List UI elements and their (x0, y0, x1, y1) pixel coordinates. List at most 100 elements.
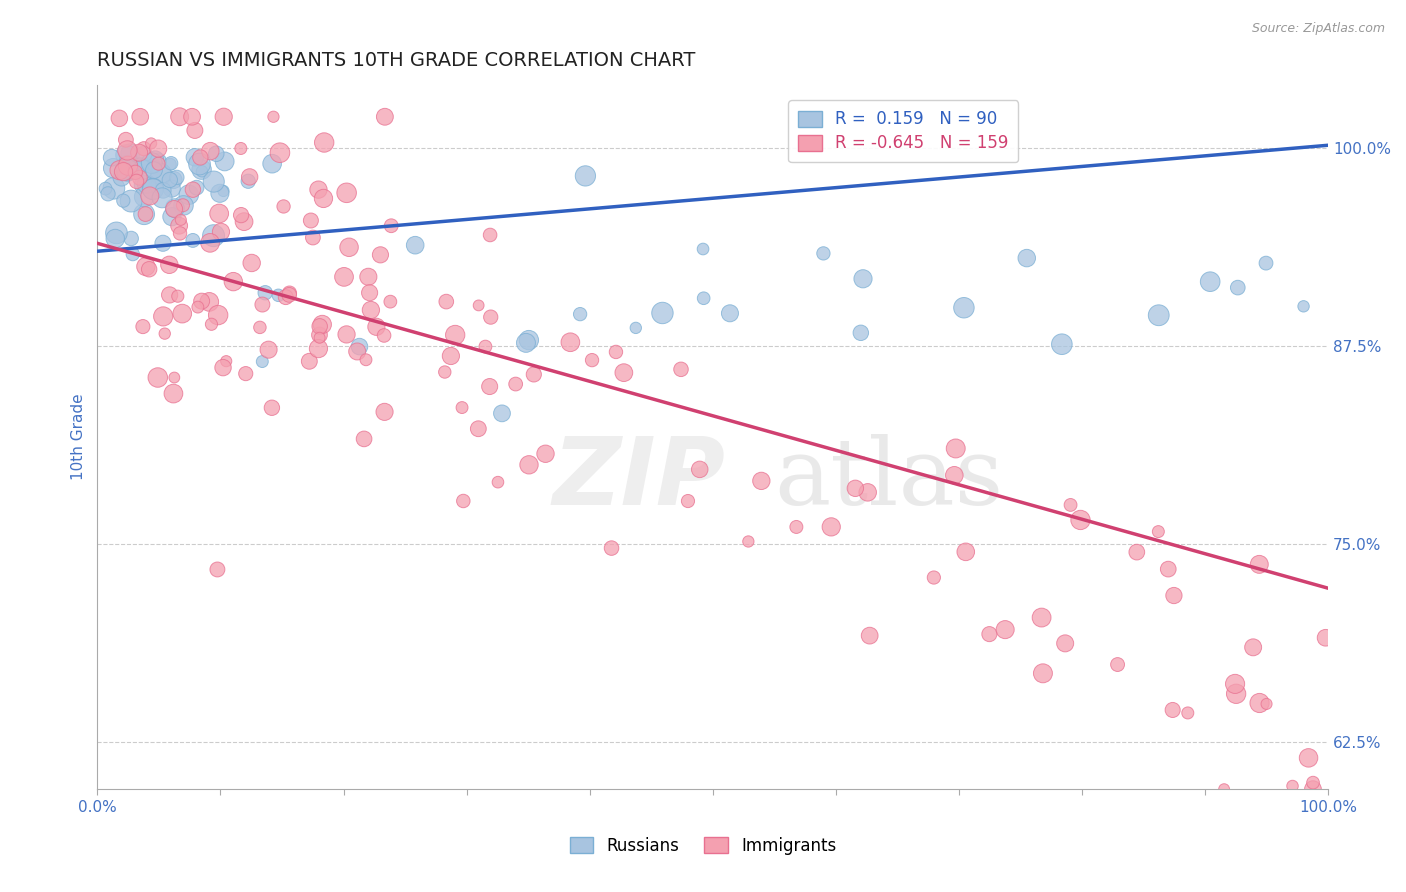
Point (207, 562, 229, 576)
Point (143, 160, 166, 174)
Point (1161, 703, 1184, 717)
Point (844, 481, 866, 495)
Point (308, 183, 330, 197)
Point (131, 162, 153, 177)
Point (257, 343, 280, 357)
Point (1157, 562, 1180, 576)
Point (1069, 513, 1091, 527)
Point (117, 168, 139, 182)
Point (314, 136, 336, 150)
Point (651, 306, 673, 320)
Point (141, 136, 163, 151)
Point (1031, 610, 1053, 624)
Point (785, 520, 807, 534)
Point (366, 319, 388, 334)
Point (1302, 775, 1324, 789)
Point (1213, 782, 1236, 797)
Point (505, 377, 527, 392)
Point (212, 360, 235, 375)
Point (360, 303, 382, 318)
Point (1177, 706, 1199, 720)
Point (252, 297, 274, 311)
Point (613, 366, 636, 380)
Point (139, 189, 162, 203)
Point (262, 157, 284, 171)
Point (569, 307, 592, 321)
Point (190, 294, 212, 309)
Point (849, 326, 872, 340)
Point (198, 235, 221, 250)
Point (1223, 677, 1246, 691)
Point (943, 468, 966, 483)
Point (491, 406, 513, 420)
Point (349, 340, 371, 354)
Point (132, 147, 155, 161)
Point (209, 225, 232, 239)
Point (718, 306, 741, 320)
Point (373, 328, 395, 343)
Point (1199, 275, 1222, 289)
Point (159, 157, 181, 171)
Point (852, 272, 875, 286)
Point (451, 401, 474, 415)
Point (104, 231, 127, 245)
Point (1298, 751, 1320, 765)
Point (239, 169, 262, 184)
Point (202, 228, 225, 243)
Point (208, 186, 231, 201)
Point (100, 151, 122, 165)
Point (120, 194, 142, 208)
Point (198, 294, 221, 309)
Point (278, 286, 301, 301)
Point (994, 623, 1017, 637)
Point (166, 170, 188, 185)
Point (820, 520, 842, 534)
Point (856, 485, 879, 500)
Point (166, 289, 188, 303)
Point (478, 379, 501, 393)
Point (132, 178, 155, 192)
Point (945, 442, 967, 456)
Point (135, 177, 157, 191)
Point (184, 123, 207, 137)
Point (159, 288, 181, 302)
Point (186, 180, 208, 194)
Point (262, 110, 284, 124)
Point (240, 256, 263, 270)
Point (1015, 251, 1038, 265)
Point (252, 354, 274, 368)
Point (188, 151, 211, 165)
Point (479, 227, 502, 242)
Point (184, 150, 207, 164)
Point (150, 191, 173, 205)
Point (692, 291, 714, 305)
Point (103, 161, 125, 176)
Point (157, 258, 180, 272)
Point (605, 345, 627, 359)
Point (163, 370, 186, 384)
Point (222, 275, 245, 289)
Point (1147, 524, 1170, 539)
Point (353, 432, 375, 446)
Point (813, 246, 835, 260)
Point (1059, 498, 1081, 512)
Point (172, 307, 194, 321)
Point (200, 144, 222, 158)
Point (308, 319, 330, 334)
Point (108, 163, 131, 178)
Point (120, 146, 142, 161)
Point (751, 474, 773, 488)
Point (254, 285, 277, 300)
Point (121, 164, 143, 178)
Point (229, 141, 252, 155)
Point (152, 310, 174, 324)
Point (162, 386, 184, 401)
Point (207, 308, 229, 322)
Point (160, 156, 183, 170)
Text: atlas: atlas (775, 434, 1004, 524)
Point (273, 199, 295, 213)
Point (433, 365, 456, 379)
Point (97, 186, 120, 201)
Point (159, 173, 181, 187)
Point (132, 319, 155, 334)
